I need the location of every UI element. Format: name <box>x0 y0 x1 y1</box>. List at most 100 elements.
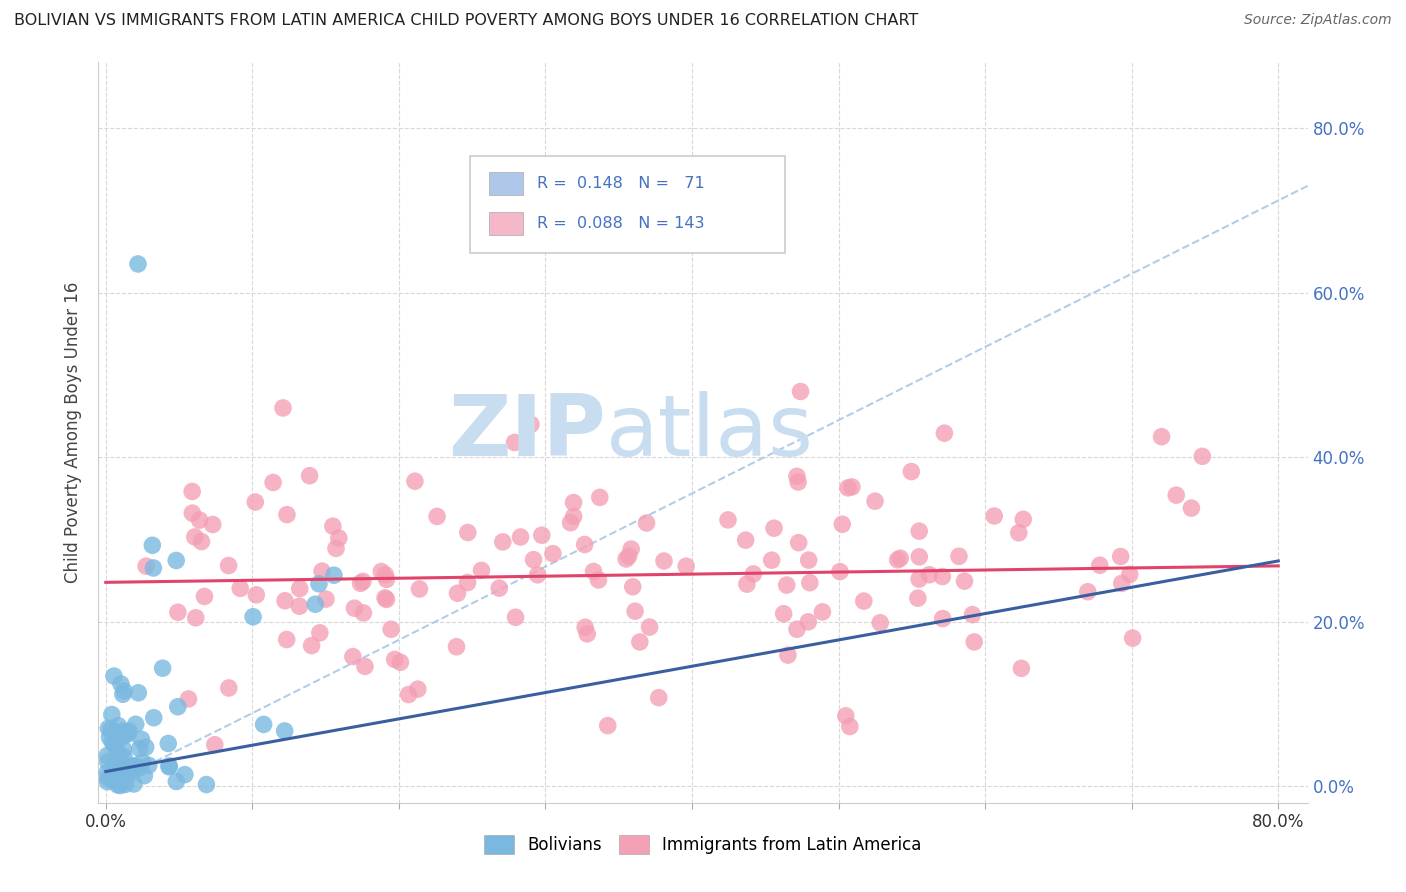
FancyBboxPatch shape <box>489 172 523 194</box>
Point <box>308 577 330 591</box>
Point <box>983 508 1005 523</box>
Point <box>96 748 118 763</box>
Point <box>776 578 799 592</box>
Point <box>108 749 131 764</box>
Point <box>398 688 420 702</box>
Point <box>118 766 141 780</box>
Point <box>97 771 120 785</box>
Point <box>107 764 129 779</box>
Point <box>787 475 810 489</box>
Point <box>114 727 136 741</box>
Point <box>621 580 644 594</box>
Point <box>229 582 252 596</box>
Point <box>152 661 174 675</box>
Point <box>735 577 758 591</box>
Point <box>889 551 911 566</box>
Point <box>717 513 740 527</box>
Point <box>526 567 548 582</box>
Point <box>111 774 134 789</box>
Point <box>1122 631 1144 645</box>
Point <box>776 648 799 662</box>
Point <box>375 592 398 607</box>
Point <box>380 622 402 636</box>
Point <box>166 699 188 714</box>
Point <box>134 769 156 783</box>
Point <box>273 723 295 738</box>
Point <box>117 727 139 741</box>
Point <box>786 622 808 636</box>
Point <box>620 542 643 557</box>
Point <box>908 572 931 586</box>
Point <box>863 494 886 508</box>
Point <box>374 567 396 582</box>
Point <box>614 552 637 566</box>
Point <box>530 528 553 542</box>
Point <box>384 652 406 666</box>
Point <box>797 615 820 629</box>
Text: BOLIVIAN VS IMMIGRANTS FROM LATIN AMERICA CHILD POVERTY AMONG BOYS UNDER 16 CORR: BOLIVIAN VS IMMIGRANTS FROM LATIN AMERIC… <box>14 13 918 29</box>
Point <box>742 566 765 581</box>
Point <box>204 738 226 752</box>
Point <box>648 690 671 705</box>
Point <box>404 474 426 488</box>
Point <box>328 531 350 545</box>
Point <box>111 730 134 744</box>
Point <box>908 549 931 564</box>
Point <box>121 759 143 773</box>
Point <box>562 495 585 509</box>
Point <box>193 590 215 604</box>
Point <box>1008 525 1031 540</box>
Point <box>181 506 204 520</box>
Point <box>101 735 124 749</box>
Point <box>1180 501 1202 516</box>
Point <box>522 552 544 566</box>
Point <box>1077 584 1099 599</box>
Point <box>962 607 984 622</box>
Y-axis label: Child Poverty Among Boys Under 16: Child Poverty Among Boys Under 16 <box>65 282 83 583</box>
Point <box>492 535 515 549</box>
Point <box>734 533 756 548</box>
Point <box>105 744 128 758</box>
Point <box>541 547 564 561</box>
Point <box>110 779 132 793</box>
Point <box>828 565 851 579</box>
Point <box>908 524 931 538</box>
Point <box>201 517 224 532</box>
FancyBboxPatch shape <box>470 156 785 253</box>
Point <box>1012 512 1035 526</box>
Point <box>343 601 366 615</box>
Point <box>242 609 264 624</box>
Point <box>173 767 195 781</box>
Point <box>772 607 794 621</box>
Point <box>98 731 121 745</box>
Point <box>301 639 323 653</box>
Point <box>104 758 127 772</box>
Point <box>111 724 134 739</box>
Point <box>628 635 651 649</box>
Point <box>852 594 875 608</box>
Point <box>112 749 135 764</box>
Point <box>107 726 129 740</box>
Point <box>574 537 596 551</box>
Point <box>900 465 922 479</box>
Point <box>141 538 163 552</box>
Point <box>184 611 207 625</box>
Point <box>323 568 346 582</box>
Point <box>103 669 125 683</box>
Point <box>181 484 204 499</box>
Point <box>125 717 148 731</box>
Point <box>276 632 298 647</box>
Point <box>457 575 479 590</box>
Point <box>111 687 134 701</box>
Point <box>112 684 135 698</box>
Point <box>932 611 955 625</box>
Point <box>274 593 297 607</box>
Point <box>127 686 149 700</box>
Point <box>1119 567 1142 582</box>
Point <box>375 572 398 586</box>
Point <box>389 655 412 669</box>
Point <box>128 761 150 775</box>
Point <box>488 581 510 595</box>
Point <box>446 640 468 654</box>
Point <box>624 604 647 618</box>
